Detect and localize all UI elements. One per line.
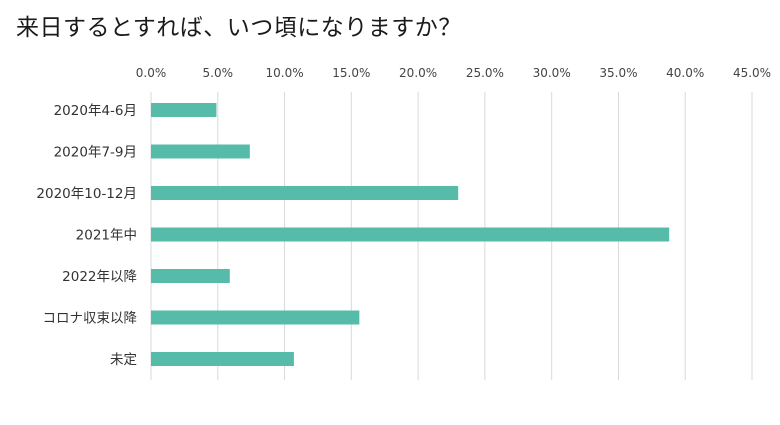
category-label: 2021年中 (76, 228, 137, 244)
category-label: 2020年7-9月 (54, 145, 137, 161)
x-tick-label: 40.0% (666, 66, 704, 80)
chart-title: 来日するとすれば、いつ頃になりますか？ (16, 15, 462, 41)
category-label: 2022年以降 (62, 269, 137, 285)
bar (151, 352, 294, 366)
x-tick-label: 20.0% (399, 66, 437, 80)
category-label: 未定 (110, 352, 137, 368)
bar (151, 186, 459, 200)
bar (151, 310, 360, 325)
bar (151, 103, 217, 117)
x-tick-label: 10.0% (265, 66, 303, 80)
x-tick-label: 30.0% (533, 66, 571, 80)
category-label: コロナ収束以降 (43, 311, 138, 327)
bar (151, 269, 230, 283)
x-tick-label: 5.0% (203, 66, 234, 80)
x-tick-label: 0.0% (136, 66, 167, 80)
bar (151, 144, 250, 159)
x-tick-label: 45.0% (733, 66, 771, 80)
category-label: 2020年4-6月 (54, 103, 137, 119)
bar (151, 227, 670, 242)
x-tick-label: 35.0% (599, 66, 637, 80)
category-label: 2020年10-12月 (36, 186, 137, 202)
x-tick-label: 25.0% (466, 66, 504, 80)
x-tick-label: 15.0% (332, 66, 370, 80)
